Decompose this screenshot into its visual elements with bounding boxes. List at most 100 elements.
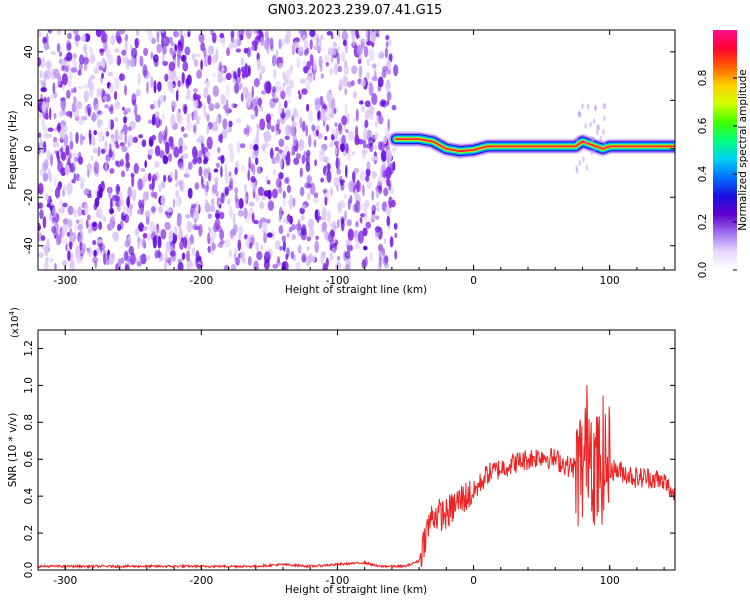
noise-blob (98, 110, 103, 116)
noise-blob (67, 218, 73, 229)
noise-blob (137, 237, 142, 243)
noise-blob (219, 36, 226, 44)
noise-blob (119, 30, 126, 35)
noise-blob (361, 38, 368, 43)
noise-blob (295, 152, 301, 160)
noise-blob (325, 62, 329, 67)
noise-blob (98, 119, 103, 126)
noise-blob (335, 156, 339, 170)
noise-blob (198, 166, 203, 177)
noise-blob (42, 216, 47, 229)
noise-blob (384, 255, 389, 264)
noise-blob (88, 133, 92, 146)
noise-blob (372, 135, 379, 140)
noise-blob (124, 132, 127, 145)
noise-blob (300, 204, 307, 209)
noise-blob (347, 131, 355, 141)
noise-blob (354, 187, 358, 201)
noise-blob (250, 114, 256, 120)
noise-blob (389, 186, 395, 195)
noise-blob (87, 228, 94, 234)
noise-blob (71, 102, 77, 113)
noise-blob (341, 51, 345, 63)
noise-blob (127, 255, 131, 262)
noise-blob (42, 161, 48, 172)
noise-dots (38, 30, 399, 270)
signal-wisp (593, 146, 596, 153)
noise-blob (53, 136, 58, 143)
noise-blob (196, 263, 201, 270)
noise-blob (110, 197, 113, 211)
noise-blob (145, 210, 151, 219)
signal-wisp (594, 105, 597, 112)
noise-blob (146, 81, 149, 94)
noise-blob (187, 187, 193, 199)
noise-blob (116, 205, 121, 212)
noise-blob (342, 75, 349, 88)
noise-blob (61, 58, 66, 64)
noise-blob (195, 250, 200, 261)
noise-blob (114, 100, 120, 110)
noise-blob (228, 171, 232, 177)
noise-blob (220, 154, 225, 164)
noise-blob (251, 212, 255, 223)
noise-blob (195, 116, 201, 121)
noise-blob (336, 52, 340, 65)
noise-blob (60, 230, 65, 239)
noise-blob (293, 113, 296, 118)
noise-blob (204, 202, 211, 213)
noise-blob (67, 250, 71, 262)
noise-blob (97, 146, 101, 157)
signal-wisp (577, 111, 581, 118)
noise-blob (170, 143, 175, 150)
noise-blob (108, 150, 114, 158)
noise-blob (346, 112, 350, 125)
colorbar-tick-label: 0.6 (697, 117, 709, 134)
noise-blob (235, 74, 241, 84)
noise-blob (251, 86, 254, 99)
noise-blob (207, 94, 211, 105)
noise-blob (107, 71, 113, 77)
noise-blob (368, 82, 374, 96)
noise-blob (78, 176, 83, 182)
noise-blob (176, 108, 181, 121)
signal-wisp (576, 136, 579, 143)
noise-blob (251, 40, 258, 47)
noise-blob (66, 89, 71, 99)
noise-blob (230, 30, 234, 44)
noise-blob (320, 177, 324, 183)
noise-blob (335, 147, 338, 155)
noise-blob (259, 201, 265, 210)
snr-y-label: SNR (10 * v/v) (7, 413, 19, 488)
noise-blob (275, 81, 281, 90)
noise-blob (222, 77, 226, 82)
noise-blob (68, 234, 75, 242)
noise-blob (165, 241, 171, 252)
noise-blob (62, 184, 67, 192)
noise-blob (49, 30, 53, 35)
noise-blob (212, 72, 216, 78)
noise-blob (38, 252, 44, 258)
noise-blob (269, 37, 274, 50)
snr-y-multiplier: (x104) (8, 307, 21, 338)
noise-blob (301, 88, 308, 95)
noise-blob (51, 225, 57, 234)
noise-blob (240, 82, 244, 89)
noise-blob (78, 117, 85, 126)
noise-blob (314, 159, 317, 167)
noise-blob (312, 197, 319, 204)
noise-blob (116, 185, 121, 192)
noise-blob (132, 136, 139, 143)
noise-blob (65, 110, 73, 117)
noise-blob (315, 129, 319, 137)
noise-blob (125, 152, 130, 162)
noise-blob (73, 96, 77, 105)
snr-y-tick-label: 0.6 (23, 451, 35, 468)
noise-blob (341, 30, 348, 42)
noise-blob (281, 210, 284, 215)
colorbar-tick-label: 0.0 (697, 262, 709, 279)
noise-blob (336, 185, 339, 192)
noise-blob (150, 104, 155, 110)
noise-blob (59, 123, 65, 137)
